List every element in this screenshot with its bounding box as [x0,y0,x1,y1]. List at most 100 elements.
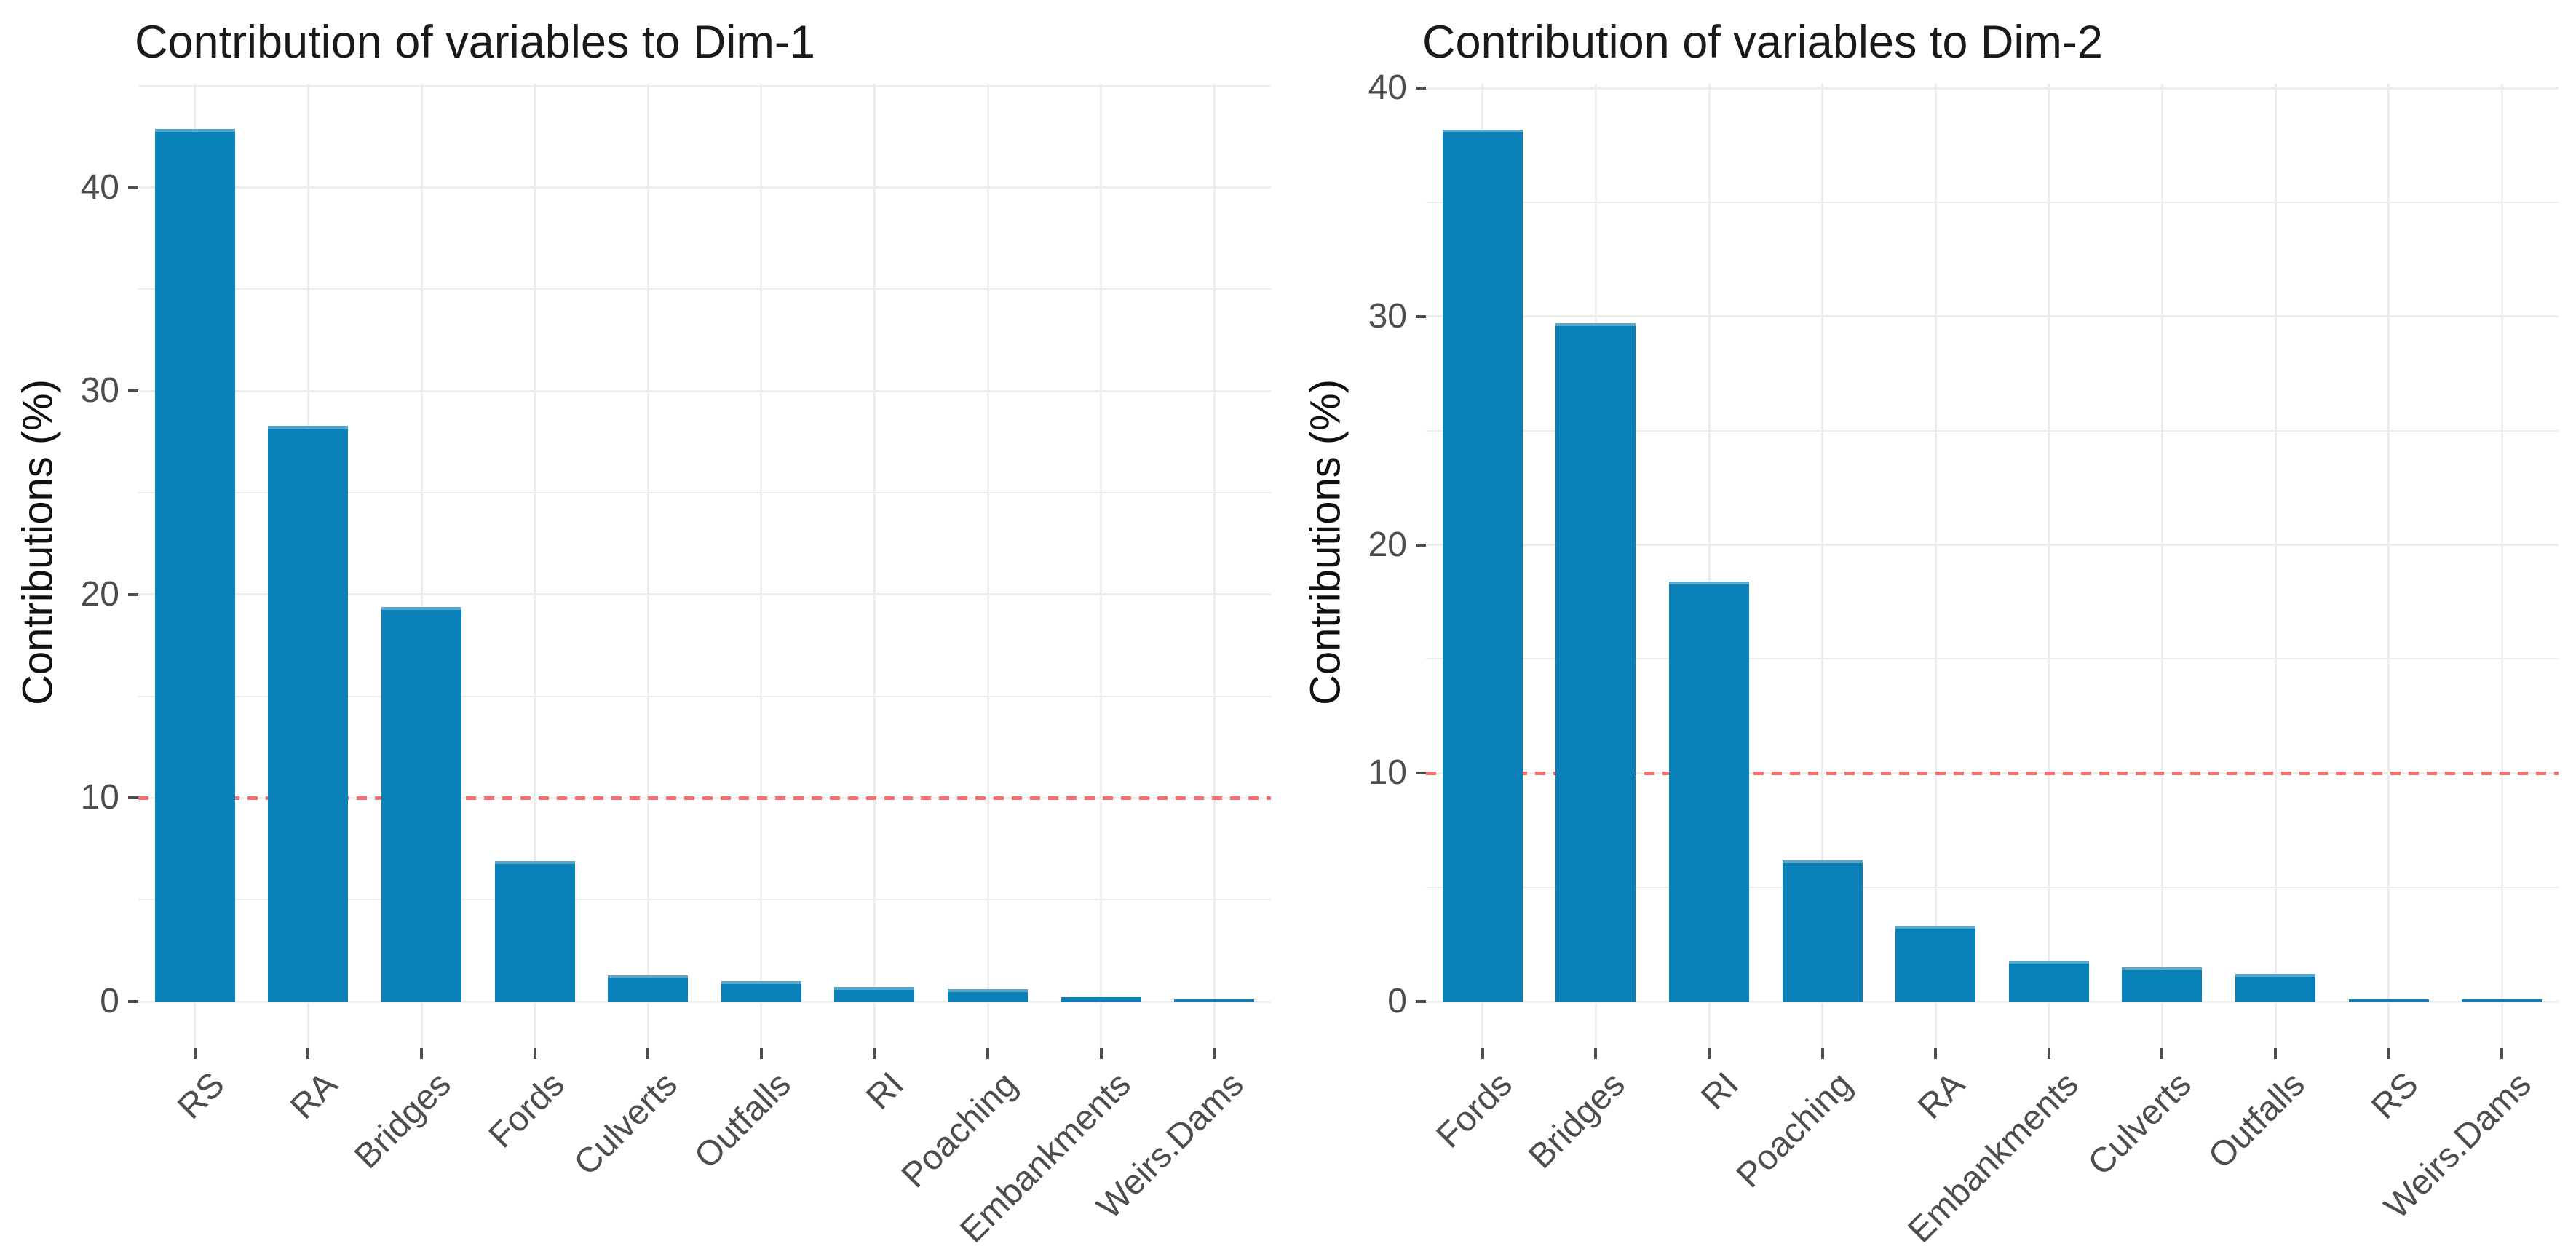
h-gridline [1426,1001,2559,1003]
y-tick-label: 30 [80,371,119,410]
x-tick-mark [1481,1048,1484,1059]
h-gridline [1426,887,2559,888]
x-tick-mark [1821,1048,1824,1059]
bar-poaching [948,989,1028,1002]
h-gridline [138,186,1271,189]
plot-area: RS RA Bridges Fords Culverts Outfalls RI Poachi… [80,84,1271,1250]
y-tick-mark [1416,1000,1426,1003]
v-gridline [2275,84,2277,1048]
x-tick-mark [760,1048,763,1059]
x-tick-mark [2500,1048,2503,1059]
h-gridline [138,288,1271,290]
v-gridline [2161,84,2163,1048]
x-tick-mark [2387,1048,2390,1059]
bar-weirs.dams [1174,999,1254,1002]
v-gridline [1100,84,1102,1048]
h-gridline [138,492,1271,493]
bar-poaching [1783,860,1863,1002]
h-gridline [1426,658,2559,659]
plot-area: Fords Bridges RI Poaching RA Embankments Culve… [1288,0,2576,1257]
bar-rs [2349,999,2429,1002]
y-tick-mark [128,186,138,189]
x-tick-mark [1594,1048,1597,1059]
bar-outfalls [721,981,801,1002]
h-gridline [1426,430,2559,432]
v-gridline [421,84,423,1048]
x-tick-mark [420,1048,423,1059]
v-gridline [534,84,536,1048]
bar-ra [1895,926,1975,1002]
bar-rs [155,129,235,1002]
v-gridline [2387,84,2390,1048]
x-tick-mark [534,1048,536,1059]
y-tick-mark [1416,544,1426,547]
h-gridline [138,390,1271,392]
y-tick-label: 0 [1387,982,1407,1020]
bar-ri [1669,582,1749,1002]
v-gridline [2501,84,2503,1048]
y-tick-label: 0 [100,982,119,1020]
y-tick-label: 30 [1368,297,1407,336]
contribution-dim1-chart: Contribution of variables to Dim-1 Contr… [15,17,1271,1250]
y-tick-mark [1416,315,1426,318]
y-tick-mark [128,593,138,596]
contribution-dim2-chart: Contribution of variables to Dim-2 Contr… [1288,0,2576,1257]
v-gridline [987,84,989,1048]
bar-ri [834,987,914,1002]
h-gridline [1426,87,2559,90]
y-tick-label: 40 [80,168,119,207]
h-gridline [138,85,1271,87]
y-tick-mark [128,389,138,392]
x-tick-mark [2048,1048,2050,1059]
x-tick-mark [646,1048,649,1059]
x-tick-mark [1708,1048,1711,1059]
bar-fords [495,861,575,1002]
y-tick-label: 10 [1368,753,1407,792]
h-gridline [138,696,1271,697]
x-tick-mark [2274,1048,2277,1059]
y-tick-mark [128,1000,138,1003]
x-tick-mark [194,1048,197,1059]
h-gridline [138,899,1271,900]
v-gridline [760,84,762,1048]
bar-ra [268,426,348,1002]
reference-line [138,796,1271,800]
bar-culverts [608,975,688,1002]
y-tick-label: 20 [80,575,119,614]
h-gridline [138,593,1271,595]
x-tick-mark [306,1048,309,1059]
chart-title: Contribution of variables to Dim-1 [135,17,815,68]
chart-title: Contribution of variables to Dim-2 [1422,17,2103,68]
x-tick-mark [1934,1048,1937,1059]
h-gridline [1426,202,2559,203]
h-gridline [1426,315,2559,317]
bar-outfalls [2235,974,2315,1002]
h-gridline [1426,544,2559,546]
v-gridline [1213,84,1216,1048]
y-tick-label: 40 [1368,68,1407,107]
v-gridline [647,84,649,1048]
x-tick-mark [1100,1048,1103,1059]
v-gridline [1821,84,1823,1048]
bar-weirs.dams [2462,999,2542,1002]
x-tick-mark [2160,1048,2163,1059]
y-tick-label: 10 [80,778,119,817]
y-tick-label: 20 [1368,526,1407,564]
y-tick-mark [1416,87,1426,90]
v-gridline [1708,84,1711,1048]
bar-fords [1443,130,1523,1002]
v-gridline [1935,84,1937,1048]
h-gridline [138,1001,1271,1003]
x-tick-mark [873,1048,876,1059]
x-tick-mark [986,1048,989,1059]
bar-bridges [381,607,461,1002]
bar-embankments [2009,961,2089,1002]
bar-embankments [1061,997,1141,1002]
v-gridline [2048,84,2050,1048]
bar-culverts [2122,967,2202,1002]
y-tick-mark [1416,772,1426,774]
y-tick-mark [128,796,138,799]
reference-line [1426,772,2559,775]
bar-bridges [1555,323,1636,1002]
